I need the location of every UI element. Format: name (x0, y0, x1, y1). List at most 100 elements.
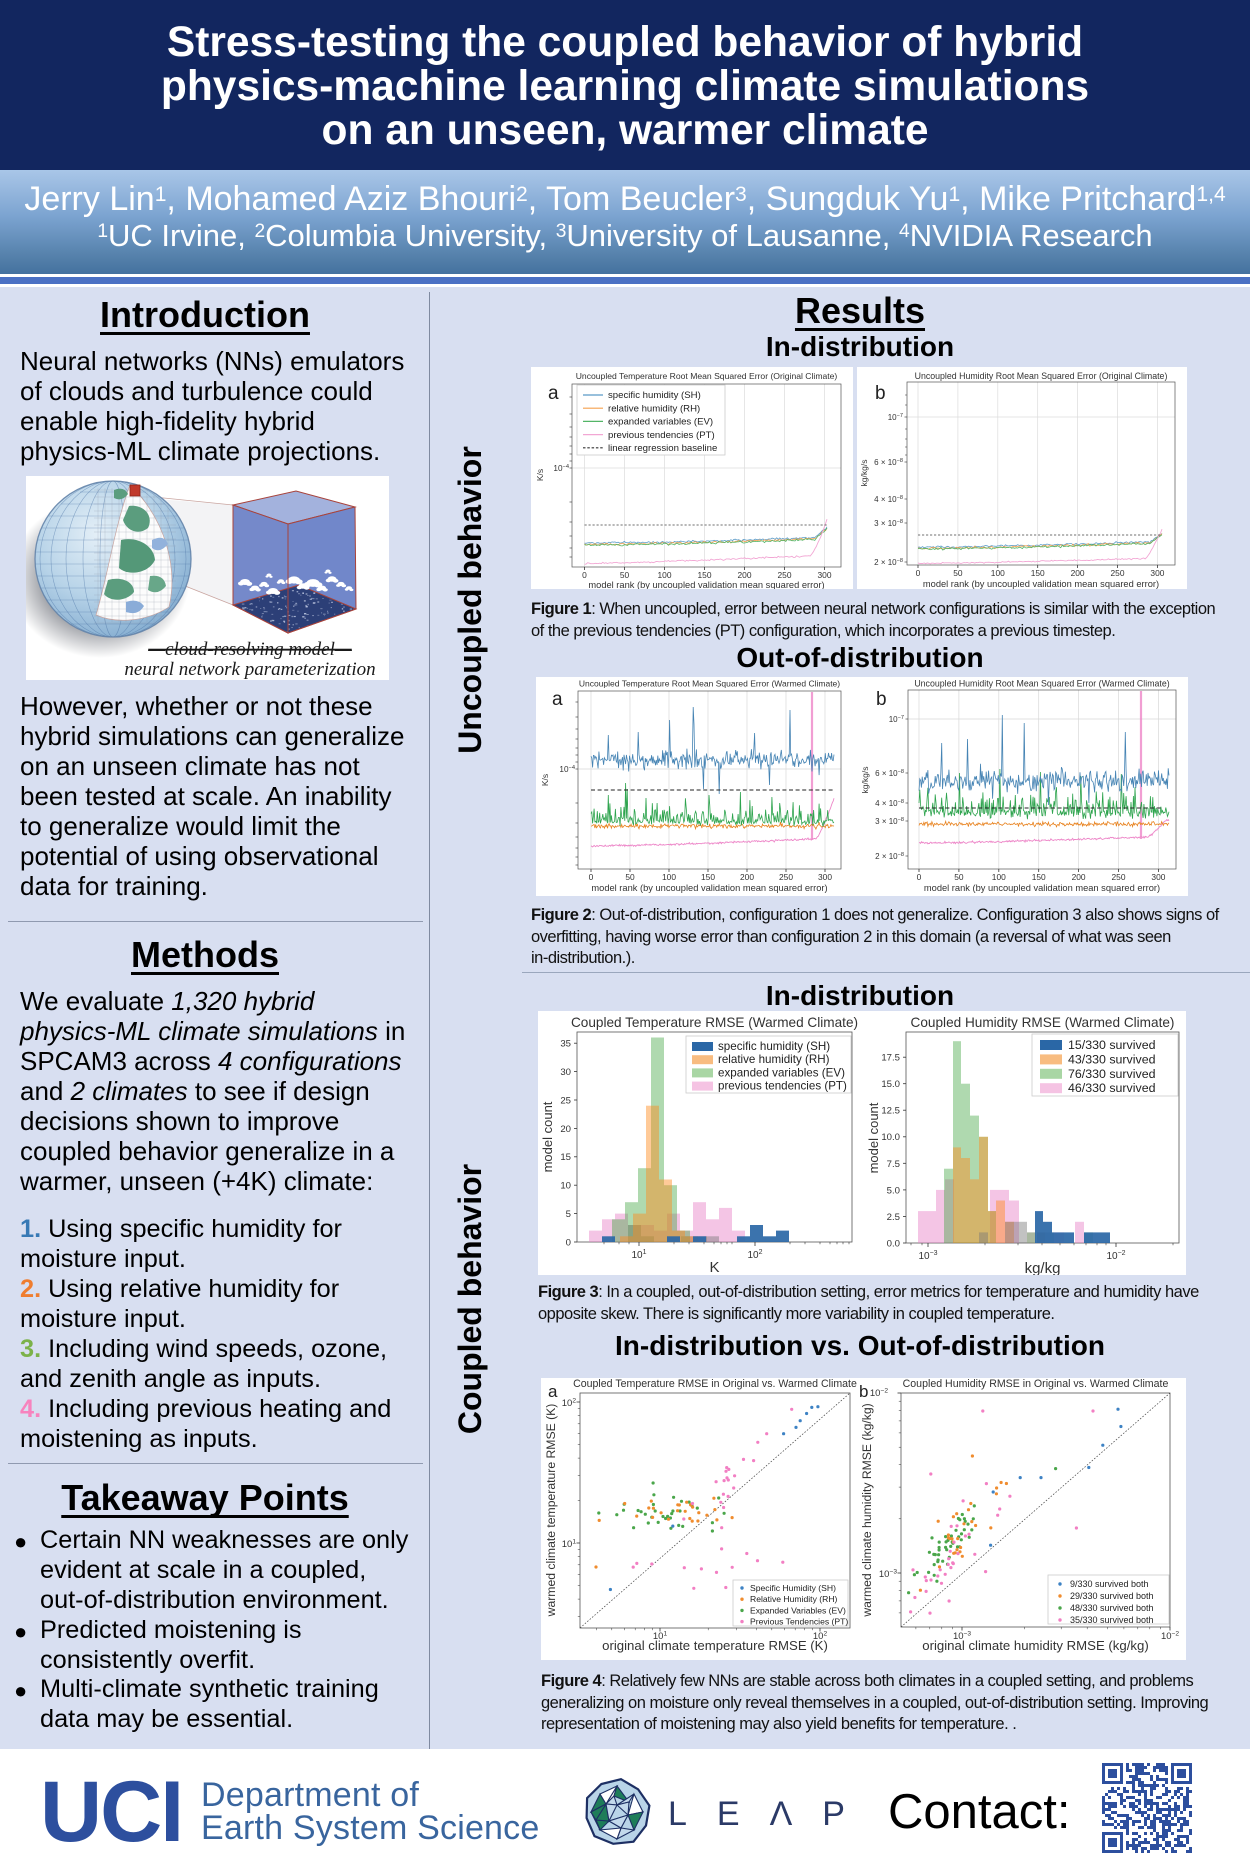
svg-text:0: 0 (916, 568, 921, 578)
svg-text:warmed climate humidity RMSE (: warmed climate humidity RMSE (kg/kg) (860, 1403, 874, 1617)
svg-text:250: 250 (778, 570, 792, 580)
svg-text:Expanded Variables (EV): Expanded Variables (EV) (750, 1605, 846, 1615)
svg-text:Previous Tendencies (PT): Previous Tendencies (PT) (750, 1617, 848, 1627)
svg-text:kg/kg: kg/kg (1025, 1260, 1061, 1275)
svg-text:model rank (by uncoupled valid: model rank (by uncoupled validation mean… (588, 580, 824, 589)
svg-text:300: 300 (818, 570, 832, 580)
svg-text:K/s: K/s (540, 774, 550, 786)
svg-text:100: 100 (662, 872, 676, 882)
svg-text:4 × 10−8: 4 × 10−8 (874, 495, 903, 504)
svg-text:300: 300 (1150, 568, 1164, 578)
svg-text:10−2: 10−2 (1106, 1250, 1125, 1262)
svg-text:Coupled Humidity RMSE (Warmed: Coupled Humidity RMSE (Warmed Climate) (911, 1015, 1175, 1030)
svg-text:b: b (876, 689, 887, 710)
svg-text:model count: model count (540, 1101, 555, 1172)
svg-text:10.0: 10.0 (881, 1132, 900, 1143)
svg-text:0: 0 (589, 872, 594, 882)
svg-text:3 × 10−8: 3 × 10−8 (874, 519, 903, 528)
svg-text:76/330 survived: 76/330 survived (1068, 1067, 1156, 1081)
svg-text:original climate humidity RMSE: original climate humidity RMSE (kg/kg) (922, 1638, 1148, 1653)
svg-text:a: a (548, 1382, 558, 1401)
svg-text:Coupled Temperature RMSE in Or: Coupled Temperature RMSE in Original vs.… (573, 1378, 857, 1390)
svg-text:a: a (552, 689, 563, 710)
svg-text:150: 150 (1032, 872, 1046, 882)
svg-text:0: 0 (566, 1237, 571, 1248)
svg-text:relative humidity (RH): relative humidity (RH) (718, 1053, 830, 1066)
svg-text:17.5: 17.5 (881, 1053, 900, 1064)
svg-text:specific humidity (SH): specific humidity (SH) (718, 1040, 830, 1053)
svg-text:2 × 10−8: 2 × 10−8 (875, 852, 904, 861)
svg-text:200: 200 (740, 872, 754, 882)
svg-text:5.0: 5.0 (887, 1185, 900, 1196)
svg-text:29/330 survived both: 29/330 survived both (1070, 1591, 1154, 1601)
svg-text:25: 25 (560, 1095, 571, 1106)
svg-text:warmed climate temperature RMS: warmed climate temperature RMSE (K) (544, 1404, 558, 1618)
svg-text:kg/kg/s: kg/kg/s (859, 460, 869, 487)
svg-text:model rank (by uncoupled valid: model rank (by uncoupled validation mean… (923, 579, 1159, 589)
svg-text:0: 0 (582, 570, 587, 580)
svg-text:10−4: 10−4 (559, 765, 575, 774)
svg-text:50: 50 (625, 872, 635, 882)
svg-text:a: a (548, 383, 559, 404)
svg-text:Coupled Temperature RMSE (Warm: Coupled Temperature RMSE (Warmed Climate… (571, 1015, 858, 1030)
svg-text:10: 10 (560, 1181, 571, 1192)
svg-text:Specific Humidity (SH): Specific Humidity (SH) (750, 1583, 836, 1593)
svg-text:50: 50 (620, 570, 630, 580)
svg-text:10−3: 10−3 (879, 1568, 897, 1580)
svg-text:Relative Humidity (RH): Relative Humidity (RH) (750, 1594, 838, 1604)
svg-text:300: 300 (818, 872, 832, 882)
svg-text:50: 50 (953, 568, 963, 578)
svg-text:9/330 survived both: 9/330 survived both (1070, 1579, 1149, 1589)
svg-text:100: 100 (658, 570, 672, 580)
svg-text:10−4: 10−4 (553, 464, 569, 473)
svg-text:250: 250 (1111, 568, 1125, 578)
svg-text:0: 0 (917, 872, 922, 882)
svg-text:3 × 10−8: 3 × 10−8 (875, 817, 904, 826)
svg-text:20: 20 (560, 1124, 571, 1135)
svg-text:model rank (by uncoupled valid: model rank (by uncoupled validation mean… (924, 883, 1160, 893)
svg-text:102: 102 (562, 1397, 577, 1409)
svg-text:Uncoupled Temperature Root Mea: Uncoupled Temperature Root Mean Squared … (579, 679, 840, 689)
svg-text:43/330 survived: 43/330 survived (1068, 1052, 1156, 1066)
svg-text:250: 250 (1112, 872, 1126, 882)
svg-text:kg/kg/s: kg/kg/s (860, 767, 870, 794)
svg-text:35/330 survived both: 35/330 survived both (1070, 1615, 1154, 1625)
svg-text:Uncoupled Humidity Root Mean S: Uncoupled Humidity Root Mean Squared Err… (915, 371, 1168, 381)
svg-text:previous tendencies (PT): previous tendencies (PT) (718, 1080, 847, 1093)
svg-text:2.5: 2.5 (887, 1212, 900, 1223)
svg-text:10−3: 10−3 (953, 1630, 971, 1642)
svg-text:10−7: 10−7 (888, 413, 903, 422)
svg-text:200: 200 (738, 570, 752, 580)
svg-text:150: 150 (701, 872, 715, 882)
svg-text:model count: model count (866, 1102, 881, 1173)
svg-text:200: 200 (1071, 568, 1085, 578)
svg-text:15/330 survived: 15/330 survived (1068, 1038, 1156, 1052)
svg-text:5: 5 (566, 1209, 571, 1220)
svg-text:101: 101 (653, 1630, 668, 1642)
svg-text:2 × 10−8: 2 × 10−8 (874, 558, 903, 567)
svg-text:model rank (by uncoupled valid: model rank (by uncoupled validation mean… (591, 883, 827, 893)
svg-text:35: 35 (560, 1039, 571, 1050)
svg-text:—cloud-resolving model—: —cloud-resolving model— (147, 639, 352, 660)
svg-text:K/s: K/s (535, 469, 545, 481)
svg-text:expanded variables (EV): expanded variables (EV) (718, 1066, 845, 1079)
svg-text:15: 15 (560, 1152, 571, 1163)
svg-text:150: 150 (1031, 568, 1045, 578)
svg-text:10−2: 10−2 (1161, 1630, 1179, 1642)
svg-text:100: 100 (991, 568, 1005, 578)
svg-text:Uncoupled Humidity Root Mean S: Uncoupled Humidity Root Mean Squared Err… (914, 679, 1169, 689)
svg-text:expanded variables (EV): expanded variables (EV) (608, 417, 713, 428)
svg-text:101: 101 (631, 1249, 646, 1261)
svg-text:specific humidity (SH): specific humidity (SH) (608, 390, 701, 401)
svg-text:150: 150 (698, 570, 712, 580)
svg-text:200: 200 (1072, 872, 1086, 882)
svg-text:30: 30 (560, 1067, 571, 1078)
svg-text:Coupled Humidity RMSE in Origi: Coupled Humidity RMSE in Original vs. Wa… (903, 1378, 1169, 1390)
svg-text:300: 300 (1151, 872, 1165, 882)
svg-text:Uncoupled Temperature Root Mea: Uncoupled Temperature Root Mean Squared … (576, 371, 838, 381)
svg-text:6 × 10−8: 6 × 10−8 (874, 458, 903, 467)
svg-text:50: 50 (954, 872, 964, 882)
svg-text:linear regression baseline: linear regression baseline (608, 443, 717, 454)
svg-text:102: 102 (747, 1249, 762, 1261)
svg-text:250: 250 (779, 872, 793, 882)
